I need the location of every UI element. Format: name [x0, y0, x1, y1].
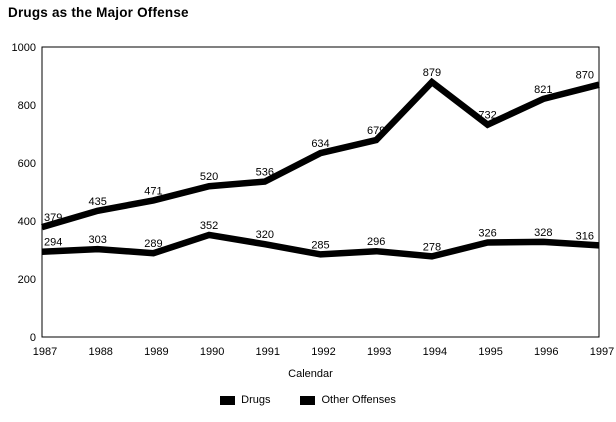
x-tick-label: 1996 — [534, 346, 558, 358]
series-line-drugs — [41, 231, 600, 260]
legend-item-drugs: Drugs — [220, 394, 270, 406]
data-label: 471 — [144, 185, 162, 197]
plot-border — [41, 46, 600, 338]
drugs-legend-label: Drugs — [241, 394, 271, 406]
data-label: 326 — [478, 227, 496, 239]
x-tick-label: 1993 — [367, 346, 391, 358]
x-tick-label: 1997 — [590, 346, 614, 358]
data-label: 316 — [576, 230, 594, 242]
data-label: 536 — [256, 167, 274, 179]
y-tick-label: 0 — [30, 332, 36, 344]
data-label: 732 — [478, 110, 496, 122]
data-label: 294 — [44, 237, 62, 249]
x-tick-label: 1990 — [200, 346, 224, 358]
data-label: 278 — [423, 241, 441, 253]
data-label: 435 — [89, 196, 107, 208]
y-tick-label: 200 — [18, 274, 36, 286]
x-tick-label: 1989 — [144, 346, 168, 358]
drugs-legend-swatch-icon — [220, 395, 236, 405]
data-label: 379 — [44, 212, 62, 224]
data-label: 634 — [311, 138, 329, 150]
data-label: 879 — [423, 67, 441, 79]
y-tick-label: 1000 — [12, 42, 36, 54]
data-label: 520 — [200, 171, 218, 183]
data-label: 679 — [367, 125, 385, 137]
x-tick-label: 1994 — [423, 346, 447, 358]
chart-title: Drugs as the Major Offense — [8, 5, 189, 20]
legend-item-other-offenses: Other Offenses — [300, 394, 396, 406]
other-offenses-legend-swatch-icon — [300, 395, 316, 405]
x-tick-label: 1991 — [256, 346, 280, 358]
y-tick-label: 800 — [18, 100, 36, 112]
x-tick-label: 1987 — [33, 346, 57, 358]
data-label: 289 — [144, 238, 162, 250]
x-tick-label: 1988 — [88, 346, 112, 358]
x-tick-label: 1995 — [478, 346, 502, 358]
series-line-other-offenses — [41, 77, 600, 231]
x-tick-label: 1992 — [311, 346, 335, 358]
y-tick-label: 400 — [18, 216, 36, 228]
legend: Drugs Other Offenses — [0, 394, 616, 406]
data-label: 285 — [311, 239, 329, 251]
data-label: 821 — [534, 84, 552, 96]
data-label: 352 — [200, 220, 218, 232]
line-chart-canvas: 0 200 400 600 800 1000 1987 1988 1989 1990 1991 199… — [12, 42, 615, 380]
data-label: 328 — [534, 227, 552, 239]
data-label: 296 — [367, 236, 385, 248]
data-label: 303 — [89, 234, 107, 246]
other-offenses-legend-label: Other Offenses — [321, 394, 396, 406]
data-label: 870 — [576, 70, 594, 82]
data-label: 320 — [256, 229, 274, 241]
y-tick-label: 600 — [18, 158, 36, 170]
x-axis-title: Calendar — [288, 368, 333, 380]
